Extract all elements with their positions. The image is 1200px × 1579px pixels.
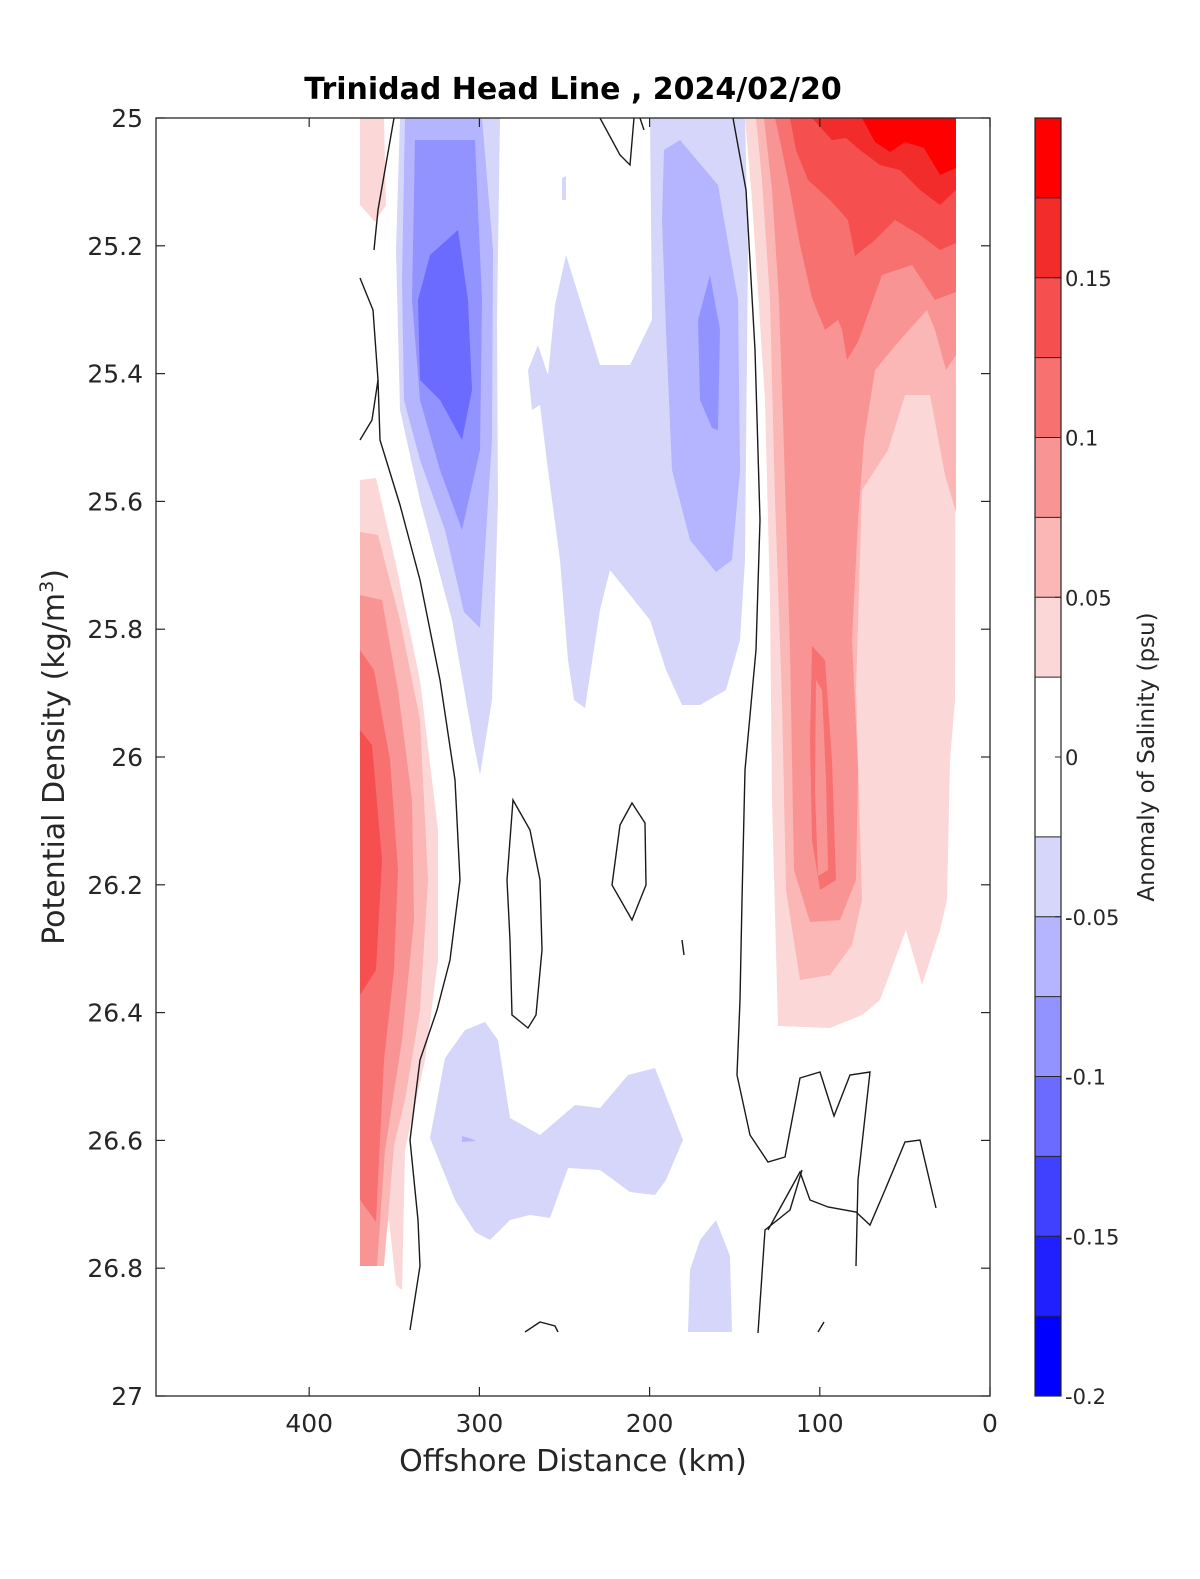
zero-contour-line-7	[506, 797, 543, 1030]
colorbar-segment	[1035, 357, 1061, 438]
zero-contour-line-13	[817, 1321, 825, 1333]
colorbar-segment	[1035, 118, 1061, 198]
colorbar-segment	[1035, 1156, 1061, 1237]
contour-fill-16	[688, 1220, 732, 1332]
contour-fill-26	[815, 680, 828, 876]
y-axis-label: Potential Density (kg/m3)	[36, 569, 72, 945]
y-tick-label: 26	[111, 743, 143, 772]
contour-fills	[360, 118, 956, 1332]
colorbar-tick-label: -0.05	[1065, 906, 1119, 930]
x-tick-label: 400	[285, 1409, 333, 1438]
contour-fill-17	[462, 1136, 476, 1142]
y-tick-label: 25	[111, 104, 143, 133]
contour-fill-13	[698, 275, 720, 430]
x-tick-label: 100	[796, 1409, 844, 1438]
chart-title: Trinidad Head Line , 2024/02/20	[304, 72, 842, 107]
x-axis-label: Offshore Distance (km)	[399, 1444, 747, 1479]
contour-fill-6	[360, 730, 382, 995]
y-tick-label: 26.2	[87, 871, 143, 900]
zero-contour-line-4	[732, 118, 871, 1267]
x-tick-label: 300	[456, 1409, 504, 1438]
colorbar-segment	[1035, 517, 1061, 598]
colorbar-segment	[1035, 437, 1061, 518]
colorbar-tick-label: -0.2	[1065, 1385, 1106, 1409]
x-tick-label: 0	[982, 1409, 998, 1438]
y-tick-label: 25.8	[87, 615, 143, 644]
zero-contour-line-3	[377, 379, 461, 1331]
colorbar-tick-label: 0.1	[1065, 427, 1098, 451]
zero-contour-line-10	[599, 118, 635, 167]
y-tick-label: 26.6	[87, 1126, 143, 1155]
colorbar-label: Anomaly of Salinity (psu)	[1134, 612, 1160, 902]
y-tick-label: 25.6	[87, 487, 143, 516]
colorbar-tick-label: 0.15	[1065, 267, 1112, 291]
contour-fill-24	[862, 118, 956, 175]
zero-contour-line-2	[359, 277, 379, 441]
y-tick-label: 26.8	[87, 1254, 143, 1283]
zero-contour-line-9	[681, 939, 685, 956]
colorbar-segment	[1035, 1236, 1061, 1317]
colorbar-segment	[1035, 597, 1061, 678]
colorbar-segment	[1035, 916, 1061, 997]
zero-contour-line-11	[639, 118, 645, 131]
contour-fill-15	[430, 1022, 683, 1240]
contour-fill-14	[562, 176, 566, 200]
y-axis-label-close: )	[37, 569, 72, 581]
contour-fill-10	[418, 230, 472, 440]
y-tick-label: 25.2	[87, 232, 143, 261]
y-tick-label: 26.4	[87, 999, 143, 1028]
y-axis-label-text: Potential Density (kg/m	[37, 592, 72, 945]
colorbar-segment	[1035, 836, 1061, 917]
zero-contour-line-6	[757, 1169, 803, 1334]
x-axis-ticks: 400 300 200 100 0	[285, 118, 998, 1438]
colorbar-tick-label: 0	[1065, 746, 1078, 770]
colorbar-tick-label: 0.05	[1065, 586, 1112, 610]
zero-contour-line-8	[611, 801, 647, 922]
contour-lines	[359, 118, 937, 1334]
zero-contour-line-12	[524, 1321, 559, 1333]
colorbar-segment	[1035, 1316, 1061, 1396]
x-tick-label: 200	[626, 1409, 674, 1438]
y-tick-label: 25.4	[87, 360, 143, 389]
colorbar-tick-label: -0.1	[1065, 1066, 1106, 1090]
contour-fill-1	[360, 118, 386, 222]
colorbar-segment	[1035, 996, 1061, 1077]
y-axis-ticks: 25 25.2 25.4 25.6 25.8 26 26.2 26.4 26.6 26.8 27	[87, 104, 990, 1411]
zero-contour-line-1	[373, 118, 395, 251]
y-axis-label-sup: 3	[36, 580, 58, 593]
zero-contour-line-5	[767, 1139, 937, 1231]
colorbar: -0.2 -0.15 -0.1 -0.05 0 0.05 0.1 0.15	[1034, 117, 1119, 1409]
colorbar-segment	[1035, 277, 1061, 358]
y-tick-label: 27	[111, 1382, 143, 1411]
colorbar-segment	[1035, 1076, 1061, 1157]
colorbar-tick-label: -0.15	[1065, 1225, 1119, 1249]
colorbar-segment	[1035, 197, 1061, 278]
